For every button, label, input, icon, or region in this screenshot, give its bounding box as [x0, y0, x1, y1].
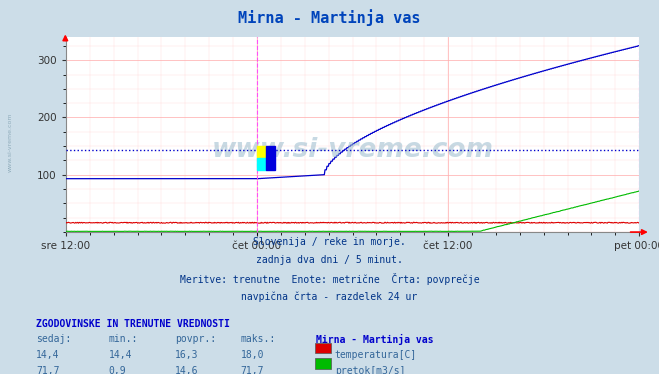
Text: pretok[m3/s]: pretok[m3/s] — [335, 366, 405, 374]
Text: Mirna - Martinja vas: Mirna - Martinja vas — [239, 9, 420, 26]
Text: www.si-vreme.com: www.si-vreme.com — [8, 112, 13, 172]
Text: navpična črta - razdelek 24 ur: navpična črta - razdelek 24 ur — [241, 291, 418, 302]
Text: 71,7: 71,7 — [36, 366, 60, 374]
Text: povpr.:: povpr.: — [175, 334, 215, 344]
Bar — [257, 146, 266, 158]
Text: temperatura[C]: temperatura[C] — [335, 350, 417, 360]
Text: ZGODOVINSKE IN TRENUTNE VREDNOSTI: ZGODOVINSKE IN TRENUTNE VREDNOSTI — [36, 319, 230, 329]
Text: sedaj:: sedaj: — [36, 334, 71, 344]
Text: Meritve: trenutne  Enote: metrične  Črta: povprečje: Meritve: trenutne Enote: metrične Črta: … — [180, 273, 479, 285]
Text: 14,4: 14,4 — [36, 350, 60, 360]
Bar — [266, 146, 275, 170]
Text: 0,9: 0,9 — [109, 366, 127, 374]
Text: min.:: min.: — [109, 334, 138, 344]
Text: 14,4: 14,4 — [109, 350, 132, 360]
Text: maks.:: maks.: — [241, 334, 275, 344]
Text: Mirna - Martinja vas: Mirna - Martinja vas — [316, 334, 434, 345]
Text: www.si-vreme.com: www.si-vreme.com — [212, 137, 494, 163]
Text: 14,6: 14,6 — [175, 366, 198, 374]
Text: 18,0: 18,0 — [241, 350, 264, 360]
Text: 71,7: 71,7 — [241, 366, 264, 374]
Bar — [257, 158, 266, 170]
Text: Slovenija / reke in morje.: Slovenija / reke in morje. — [253, 237, 406, 248]
Text: zadnja dva dni / 5 minut.: zadnja dva dni / 5 minut. — [256, 255, 403, 266]
Text: 16,3: 16,3 — [175, 350, 198, 360]
